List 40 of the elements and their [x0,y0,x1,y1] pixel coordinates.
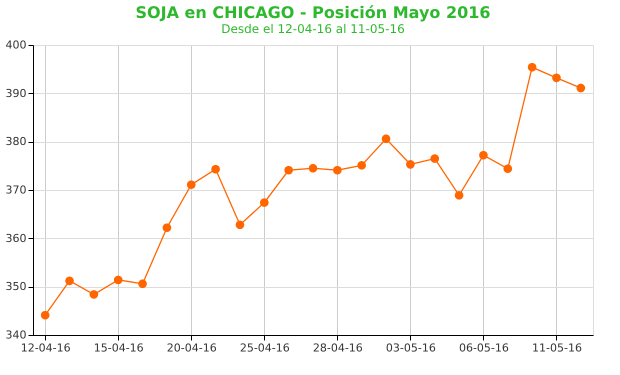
point [138,279,147,288]
chart-subtitle: Desde el 12-04-16 al 11-05-16 [221,22,405,36]
x-tick-label: 06-05-16 [458,342,509,354]
y-tick-label: 360 [6,232,26,245]
point [357,161,366,170]
point [430,154,440,163]
x-tick-label: 11-05-16 [532,342,582,354]
point [503,164,512,174]
point [284,166,293,175]
y-tick-label: 380 [6,135,26,148]
point [162,223,172,232]
point [236,220,244,230]
point [186,180,196,190]
y-tick-label: 340 [6,328,26,342]
point [382,134,390,144]
point [211,164,220,174]
y-tick-label: 370 [6,184,26,196]
point [454,190,464,200]
point [333,166,342,175]
point [260,198,269,207]
x-tick-label: 25-04-16 [240,342,290,354]
x-tick-label: 03-05-16 [386,342,436,354]
x-tick-label: 20-04-16 [166,342,217,354]
y-tick-label: 390 [6,86,26,100]
point [406,160,415,169]
point [552,74,561,82]
y-tick-label: 400 [6,38,26,52]
point [65,276,74,286]
point [528,62,536,72]
point [308,164,318,173]
x-tick-label: 12-04-16 [20,342,71,354]
x-tick-label: 15-04-16 [94,342,144,354]
point [40,310,50,320]
point [576,84,586,92]
chart-title: SOJA en CHICAGO - Posición Mayo 2016 [136,3,490,22]
point [479,150,488,160]
x-tick-label: 28-04-16 [312,342,363,354]
point [90,290,98,299]
point [114,276,123,284]
y-tick-label: 350 [6,280,26,294]
